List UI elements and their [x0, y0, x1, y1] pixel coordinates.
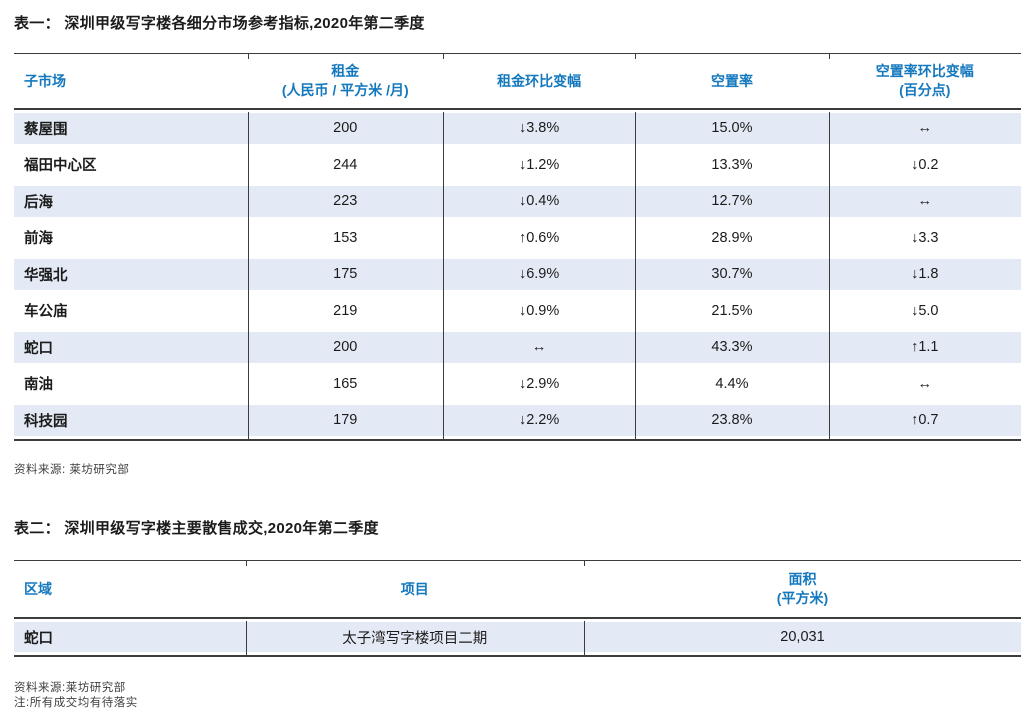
cell-rent: 175	[333, 266, 358, 283]
cell-vacancy-change: ↔	[917, 375, 933, 392]
column-tick	[635, 54, 637, 59]
cell-submarket: 福田中心区	[24, 158, 97, 175]
cell-vacancy-change: ↓0.2	[911, 156, 939, 173]
cell-vacancy: 12.7%	[711, 193, 753, 210]
cell-vacancy-change: ↓5.0	[911, 302, 939, 319]
cell-rent-change: ↓3.8%	[518, 120, 560, 137]
cell-vacancy-change: ↑0.7	[911, 412, 939, 429]
table-row: 南油 165 ↓2.9% 4.4% ↔	[14, 366, 1021, 403]
cell-vacancy-change: ↓3.3	[911, 229, 939, 246]
cell-district: 蛇口	[24, 630, 53, 647]
cell-rent: 244	[333, 156, 358, 173]
column-divider	[828, 112, 830, 439]
cell-rent-change: ↓2.9%	[518, 375, 560, 392]
table1-header-row: 子市场 租金 (人民币 / 平方米 /月) 租金环比变幅 空置率 空置率环比变幅…	[14, 54, 1021, 110]
cell-rent: 200	[333, 339, 358, 356]
cell-rent-change: ↓1.2%	[518, 156, 560, 173]
cell-vacancy-change: ↔	[917, 193, 933, 210]
cell-submarket: 蔡屋围	[24, 121, 68, 138]
header-line: (人民币 / 平方米 /月)	[281, 82, 409, 98]
col-header-project: 项目	[400, 580, 429, 597]
table-row: 福田中心区 244 ↓1.2% 13.3% ↓0.2	[14, 147, 1021, 184]
cell-rent: 200	[333, 120, 358, 137]
column-divider	[247, 112, 249, 439]
table-row: 华强北 175 ↓6.9% 30.7% ↓1.8	[14, 256, 1021, 293]
cell-vacancy: 15.0%	[711, 120, 753, 137]
cell-vacancy: 13.3%	[711, 156, 753, 173]
cell-rent-change: ↓0.4%	[518, 193, 560, 210]
header-line: (平方米)	[776, 590, 829, 606]
cell-vacancy: 23.8%	[711, 412, 753, 429]
col-header-rent-change: 租金环比变幅	[497, 72, 582, 89]
column-divider	[442, 112, 444, 439]
cell-submarket: 科技园	[24, 413, 68, 430]
cell-project: 太子湾写字楼项目二期	[342, 630, 488, 647]
cell-rent-change: ↔	[531, 339, 547, 356]
column-tick	[245, 561, 247, 566]
cell-vacancy-change: ↑1.1	[911, 339, 939, 356]
column-tick	[247, 54, 249, 59]
table-row: 后海 223 ↓0.4% 12.7% ↔	[14, 183, 1021, 220]
table1-submarket-indicators: 子市场 租金 (人民币 / 平方米 /月) 租金环比变幅 空置率 空置率环比变幅…	[14, 53, 1021, 441]
table2-title: 表二： 深圳甲级写字楼主要散售成交,2020年第二季度	[14, 520, 379, 537]
table1-source: 资料来源: 莱坊研究部	[14, 464, 130, 476]
column-tick	[442, 54, 444, 59]
cell-rent: 219	[333, 302, 358, 319]
header-line: (百分点)	[899, 82, 951, 98]
cell-vacancy: 30.7%	[711, 266, 753, 283]
cell-rent: 153	[333, 229, 358, 246]
table-row: 车公庙 219 ↓0.9% 21.5% ↓5.0	[14, 293, 1021, 330]
cell-submarket: 前海	[24, 231, 53, 248]
cell-rent-change: ↑0.6%	[518, 229, 560, 246]
cell-vacancy: 21.5%	[711, 302, 753, 319]
cell-rent: 165	[333, 375, 358, 392]
col-header-district: 区域	[24, 580, 52, 597]
table-row: 蛇口 200 ↔ 43.3% ↑1.1	[14, 329, 1021, 366]
cell-vacancy-change: ↓1.8	[911, 266, 939, 283]
cell-rent: 223	[333, 193, 358, 210]
cell-submarket: 车公庙	[24, 304, 68, 321]
cell-submarket: 南油	[24, 377, 53, 394]
cell-vacancy-change: ↔	[917, 120, 933, 137]
col-header-area: 面积 (平方米)	[584, 570, 1021, 608]
cell-submarket: 后海	[24, 194, 53, 211]
header-line: 租金	[331, 63, 360, 79]
cell-vacancy: 4.4%	[715, 375, 749, 392]
cell-vacancy: 28.9%	[711, 229, 753, 246]
header-line: 空置率环比变幅	[875, 63, 974, 79]
col-header-rent: 租金 (人民币 / 平方米 /月)	[248, 62, 443, 100]
col-header-vacancy-change: 空置率环比变幅 (百分点)	[829, 62, 1021, 100]
table2-source: 资料来源:莱坊研究部	[14, 682, 126, 694]
cell-rent-change: ↓0.9%	[518, 302, 560, 319]
column-divider	[245, 621, 247, 655]
table-row: 蛇口 太子湾写字楼项目二期 20,031	[14, 619, 1021, 655]
cell-area: 20,031	[780, 629, 825, 645]
cell-submarket: 蛇口	[24, 340, 53, 357]
table2-note: 注:所有成交均有待落实	[14, 697, 138, 709]
column-tick	[828, 54, 830, 59]
column-divider	[635, 112, 637, 439]
table1-title: 表一： 深圳甲级写字楼各细分市场参考指标,2020年第二季度	[14, 15, 425, 32]
header-line: 面积	[788, 571, 817, 587]
column-divider	[583, 621, 585, 655]
table-row: 科技园 179 ↓2.2% 23.8% ↑0.7	[14, 402, 1021, 439]
cell-vacancy: 43.3%	[711, 339, 753, 356]
column-tick	[583, 561, 585, 566]
table2-header-row: 区域 项目 面积 (平方米)	[14, 561, 1021, 619]
table2-strata-sales: 区域 项目 面积 (平方米) 蛇口 太子湾写字楼项目二期 20,031	[14, 560, 1021, 657]
cell-rent: 179	[333, 412, 358, 429]
table-row: 前海 153 ↑0.6% 28.9% ↓3.3	[14, 220, 1021, 257]
cell-rent-change: ↓2.2%	[518, 412, 560, 429]
table-row: 蔡屋围 200 ↓3.8% 15.0% ↔	[14, 110, 1021, 147]
cell-submarket: 华强北	[24, 267, 68, 284]
col-header-submarket: 子市场	[24, 72, 66, 89]
cell-rent-change: ↓6.9%	[518, 266, 560, 283]
col-header-vacancy: 空置率	[710, 72, 753, 89]
